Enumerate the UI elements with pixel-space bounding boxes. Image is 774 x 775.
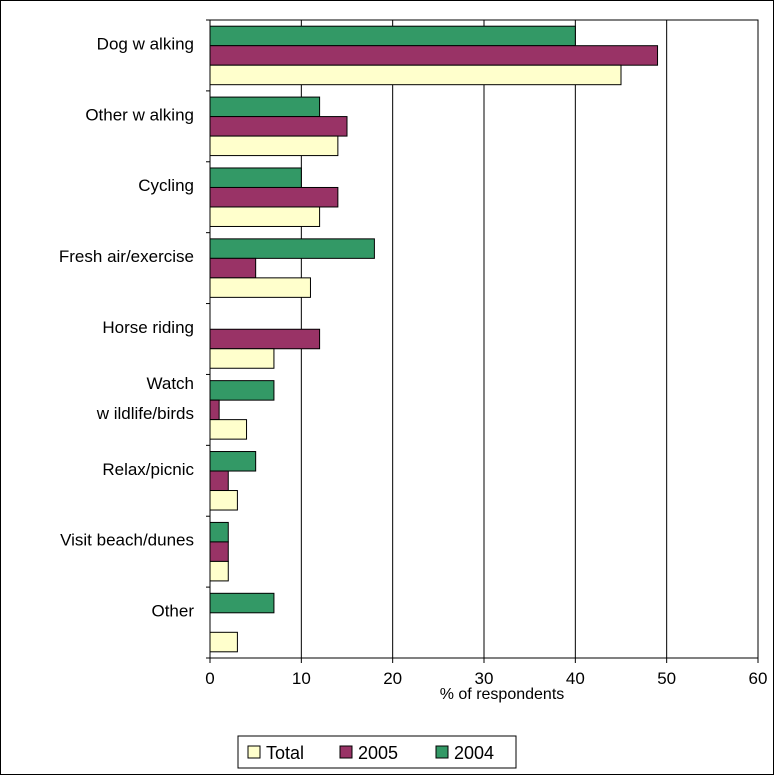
bar-2004 (209, 96, 321, 118)
bar-2005 (209, 399, 220, 421)
category-label: Other (151, 602, 194, 621)
legend-label: 2004 (454, 743, 494, 763)
bar-total (209, 560, 229, 582)
category-label: Relax/picnic (102, 460, 194, 479)
bar-total (209, 206, 321, 227)
legend-swatch-2005 (339, 745, 353, 759)
x-tick-label: 10 (292, 669, 311, 688)
category-label: Cycling (138, 176, 194, 195)
x-tick-label: 60 (749, 669, 768, 688)
x-tick-label: 50 (657, 669, 676, 688)
x-axis-title: % of respondents (440, 686, 565, 703)
bar-total (209, 277, 311, 298)
bar-2004 (209, 167, 302, 188)
x-tick-labels: 0 10 20 30 40 50 60 (205, 669, 767, 688)
bar-2004 (209, 521, 229, 543)
bar-2004 (209, 238, 375, 259)
category-label: Dog w alking (97, 34, 194, 53)
x-tick-label: 0 (205, 669, 214, 688)
bar-2005 (209, 470, 229, 492)
bar-2005 (209, 45, 659, 66)
x-tick-label: 20 (383, 669, 402, 688)
bar-2004 (209, 592, 275, 614)
bar-2005 (209, 257, 257, 279)
bar-total (209, 419, 248, 440)
bar-2005 (209, 541, 229, 562)
bar-2004 (209, 25, 576, 47)
bar-2005 (209, 328, 321, 350)
legend-swatch-2004 (435, 745, 449, 759)
legend-swatch-total (247, 745, 261, 759)
category-label: Watch (146, 374, 194, 393)
x-tick-label: 30 (475, 669, 494, 688)
bar-total (209, 64, 622, 86)
bar-total (209, 631, 238, 653)
bar-total (209, 135, 339, 157)
bar-total (209, 490, 238, 511)
category-label: Visit beach/dunes (60, 531, 194, 550)
category-label: Fresh air/exercise (59, 247, 194, 266)
bars (209, 25, 659, 653)
category-labels: Dog w alking Other w alking Cycling Fresh a… (59, 34, 195, 620)
legend-label: Total (266, 743, 304, 763)
legend-label: 2005 (358, 743, 398, 763)
category-label: Horse riding (102, 318, 194, 337)
bar-2004 (209, 380, 275, 401)
category-label: w ildlife/birds (96, 404, 194, 423)
category-label: Other w alking (85, 105, 194, 124)
legend-box (237, 735, 517, 769)
bar-2004 (209, 451, 257, 472)
bar-2005 (209, 186, 339, 208)
bar-total (209, 348, 275, 369)
legend: Total 2005 2004 (237, 735, 517, 769)
x-tick-label: 40 (566, 669, 585, 688)
bar-2005 (209, 116, 348, 137)
